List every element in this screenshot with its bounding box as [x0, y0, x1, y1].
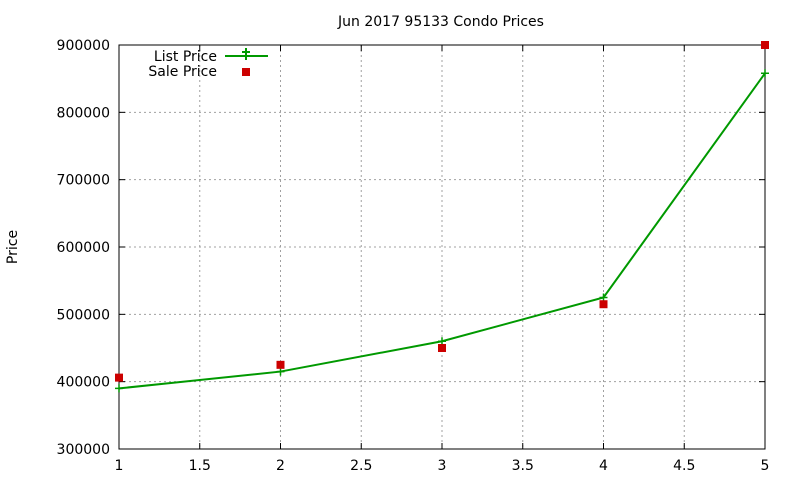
legend-label-sale-price: Sale Price — [148, 64, 217, 80]
x-tick-label: 3 — [438, 458, 447, 474]
x-tick-label: 5 — [761, 458, 770, 474]
y-tick-label: 700000 — [57, 173, 110, 189]
axis-ticks: 1 1.5 2 2.5 3 3.5 4 4.5 5 300000 400000 500000 60000… — [57, 38, 770, 474]
legend-label-list-price: List Price — [154, 49, 217, 65]
x-tick-label: 2 — [276, 458, 285, 474]
grid-lines — [119, 45, 765, 449]
y-tick-label: 500000 — [57, 307, 110, 323]
x-tick-label: 4.5 — [673, 458, 695, 474]
legend: List Price Sale Price — [148, 48, 268, 80]
chart-title: Jun 2017 95133 Condo Prices — [337, 14, 544, 30]
point-sale-price — [438, 344, 446, 352]
legend-marker-list-price — [242, 48, 250, 60]
x-tick-label: 4 — [599, 458, 608, 474]
y-axis-label: Price — [5, 230, 21, 264]
y-tick-label: 900000 — [57, 38, 110, 54]
x-tick-label: 1.5 — [189, 458, 211, 474]
x-tick-label: 2.5 — [350, 458, 372, 474]
y-tick-label: 600000 — [57, 240, 110, 256]
point-list-price — [115, 384, 123, 393]
point-list-price — [438, 337, 446, 346]
x-tick-label: 1 — [115, 458, 124, 474]
point-list-price — [599, 293, 608, 302]
series-layer — [115, 41, 769, 393]
y-tick-label: 400000 — [57, 375, 110, 391]
point-list-price — [761, 69, 769, 78]
point-sale-price — [115, 373, 123, 382]
y-tick-label: 800000 — [57, 105, 110, 121]
y-tick-label: 300000 — [57, 442, 110, 458]
point-list-price — [276, 367, 285, 376]
point-sale-price — [599, 300, 608, 309]
point-sale-price — [276, 360, 285, 369]
x-tick-label: 3.5 — [512, 458, 534, 474]
legend-marker-sale-price — [242, 68, 250, 76]
point-sale-price — [761, 41, 769, 49]
